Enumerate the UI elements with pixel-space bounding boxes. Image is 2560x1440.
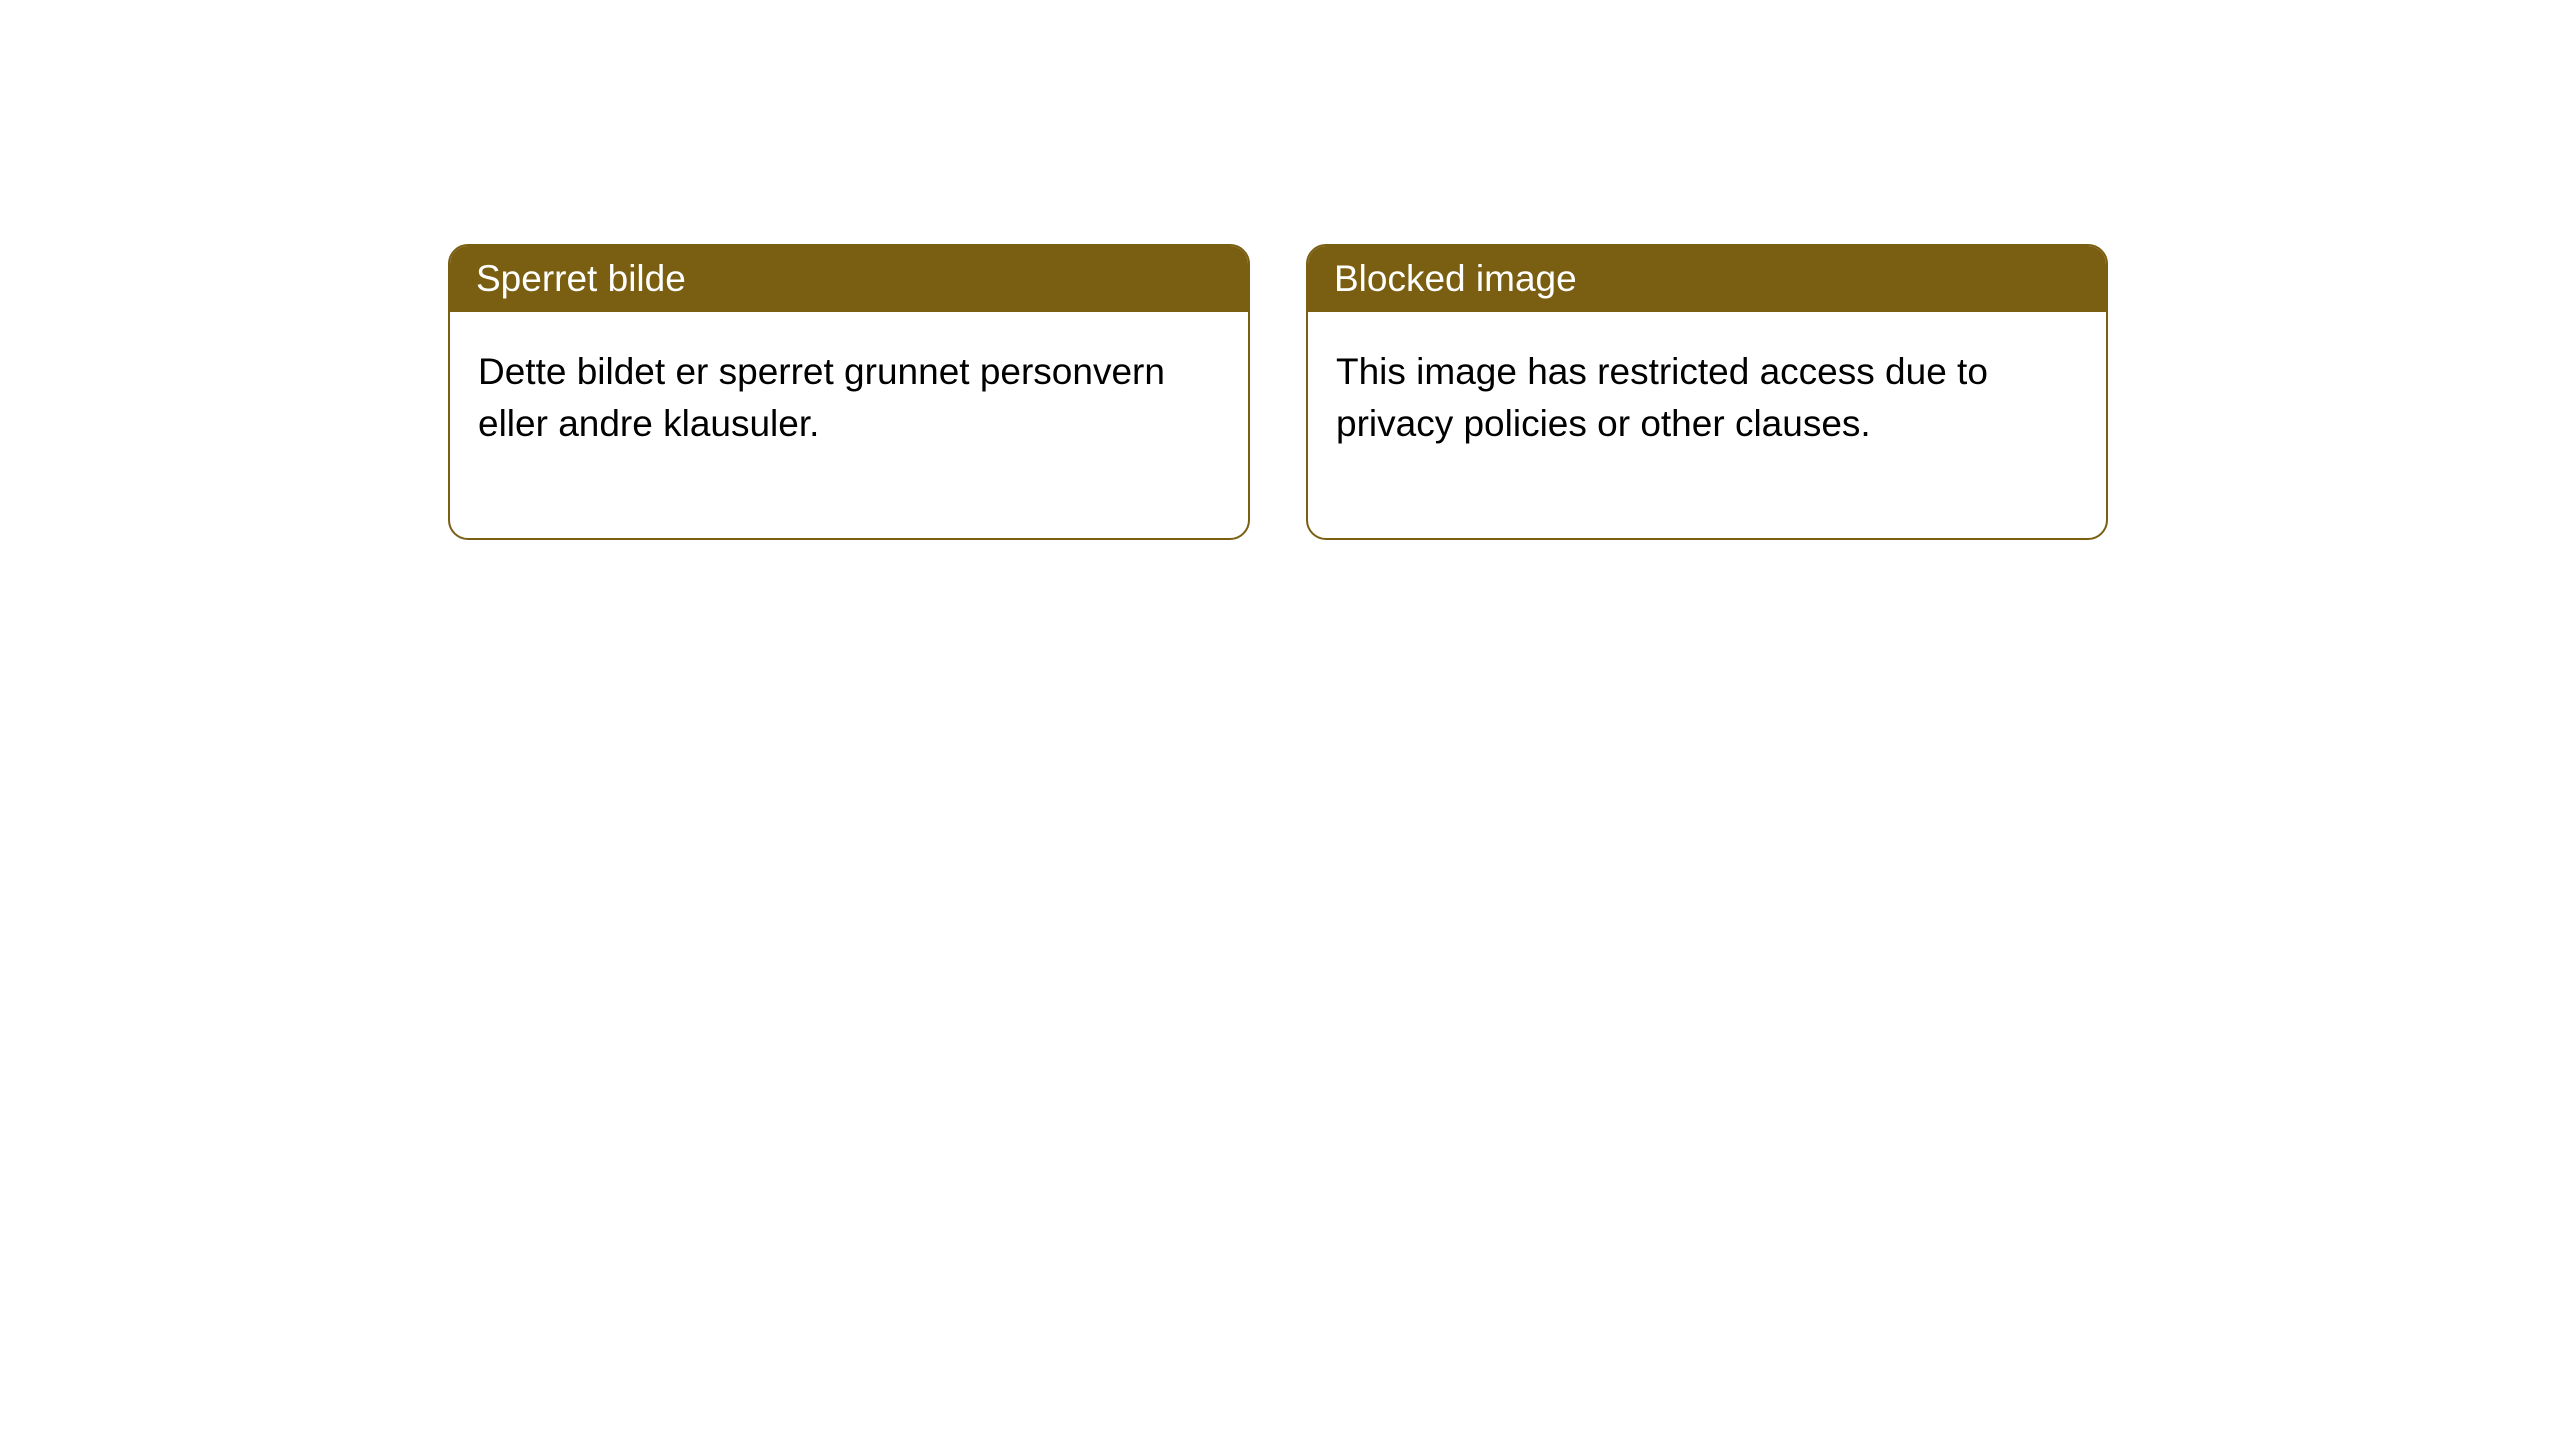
notice-card-title: Blocked image: [1308, 246, 2106, 312]
notice-card-body: Dette bildet er sperret grunnet personve…: [450, 312, 1248, 538]
notice-card-body: This image has restricted access due to …: [1308, 312, 2106, 538]
notice-container: Sperret bilde Dette bildet er sperret gr…: [0, 0, 2560, 540]
notice-card-title: Sperret bilde: [450, 246, 1248, 312]
notice-card-norwegian: Sperret bilde Dette bildet er sperret gr…: [448, 244, 1250, 540]
notice-card-english: Blocked image This image has restricted …: [1306, 244, 2108, 540]
